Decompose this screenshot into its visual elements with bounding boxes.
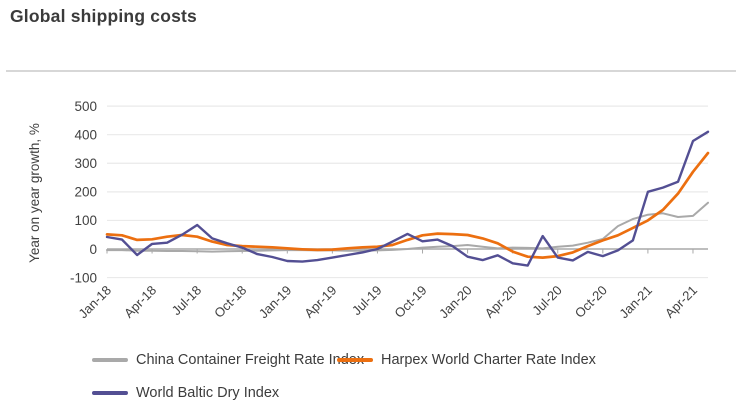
legend-item-china-container: China Container Freight Rate Index — [92, 352, 364, 368]
x-tick-label-Apr-21: Apr-21 — [662, 283, 700, 321]
legend-label-baltic-dry: World Baltic Dry Index — [136, 385, 280, 401]
y-tick-label-300: 300 — [74, 156, 97, 171]
series-line-china-container-freight-rate-index — [106, 201, 709, 253]
x-tick-label-Jul-19: Jul-19 — [349, 283, 385, 319]
x-tick-label-Apr-20: Apr-20 — [482, 283, 520, 321]
x-tick-label-Jan-19: Jan-19 — [256, 283, 295, 322]
legend-swatch-harpex — [337, 358, 373, 362]
legend-swatch-china-container — [92, 358, 128, 362]
y-tick-label-500: 500 — [74, 99, 97, 114]
series-line-harpex-world-charter-rate-index — [105, 151, 710, 259]
x-tick-label-Oct-18: Oct-18 — [211, 283, 249, 321]
y-tick-label-0: 0 — [89, 242, 97, 257]
y-axis-title: Year on year growth, % — [27, 123, 42, 263]
series-line-world-baltic-dry-index — [105, 130, 710, 267]
legend-label-china-container: China Container Freight Rate Index — [136, 352, 365, 368]
y-tick-label-100: 100 — [74, 213, 97, 228]
y-tick-label-400: 400 — [74, 128, 97, 143]
x-tick-label-Jul-18: Jul-18 — [169, 283, 205, 319]
legend-item-harpex: Harpex World Charter Rate Index — [337, 352, 596, 368]
x-tick-label-Jan-21: Jan-21 — [616, 283, 655, 322]
y-tick-label-200: 200 — [74, 185, 97, 200]
x-tick-label-Jan-18: Jan-18 — [75, 283, 114, 322]
title-divider — [6, 70, 736, 72]
x-tick-label-Apr-18: Apr-18 — [121, 283, 159, 321]
y-tick-label--100: -100 — [70, 270, 97, 285]
legend-swatch-baltic-dry — [92, 391, 128, 395]
legend-label-harpex: Harpex World Charter Rate Index — [381, 352, 596, 368]
x-tick-label-Oct-20: Oct-20 — [572, 283, 610, 321]
legend-item-baltic-dry: World Baltic Dry Index — [92, 385, 279, 401]
x-tick-label-Jul-20: Jul-20 — [529, 283, 565, 319]
page-title: Global shipping costs — [10, 6, 197, 26]
x-tick-label-Oct-19: Oct-19 — [391, 283, 429, 321]
x-tick-label-Jan-20: Jan-20 — [436, 283, 475, 322]
x-tick-label-Apr-19: Apr-19 — [301, 283, 339, 321]
